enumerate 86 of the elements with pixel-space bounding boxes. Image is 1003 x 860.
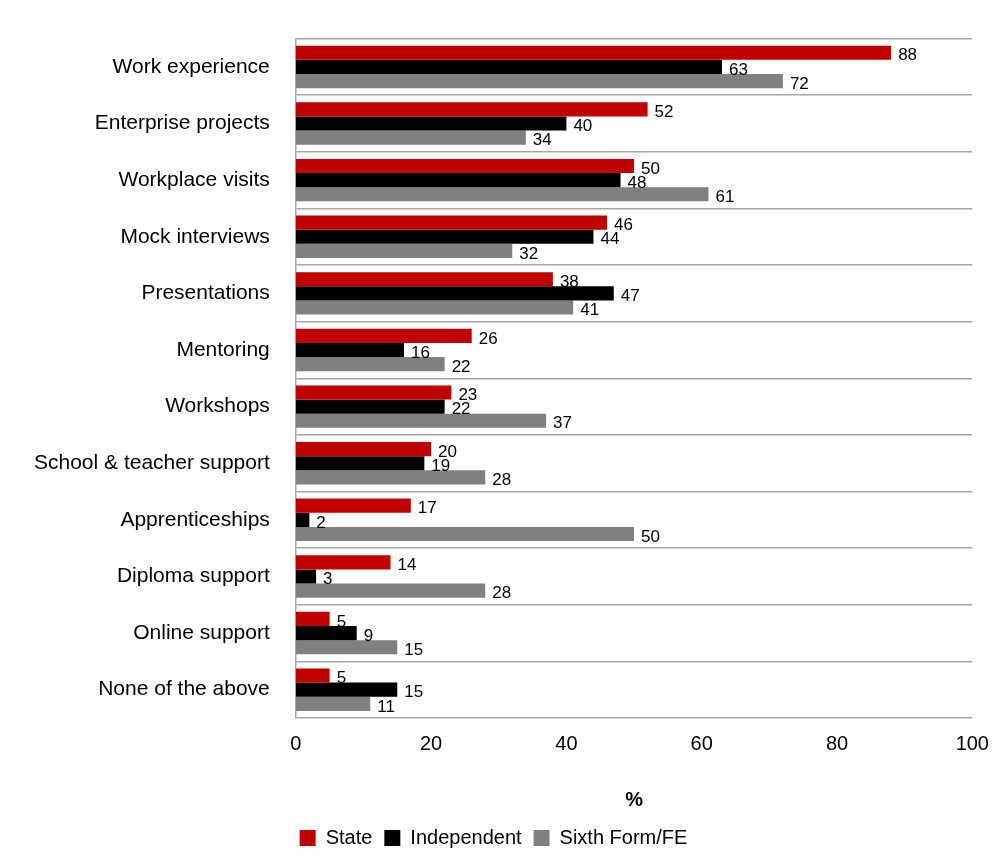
data-label: 38: [559, 271, 579, 291]
x-tick-label: 100: [955, 731, 989, 754]
data-label: 3: [323, 569, 333, 589]
bar: [295, 229, 594, 244]
bar: [295, 158, 635, 174]
y-tick-label: Apprenticeships: [120, 506, 270, 530]
data-label: 61: [715, 186, 735, 206]
legend-label: Independent: [410, 825, 523, 848]
bar: [295, 555, 391, 570]
data-label: 44: [600, 229, 620, 249]
data-label: 52: [654, 102, 674, 122]
x-tick-label: 80: [825, 731, 849, 754]
data-label: 32: [519, 243, 539, 263]
y-tick-label: Workshops: [165, 393, 270, 417]
x-tick-label: 60: [690, 731, 713, 754]
bar: [295, 116, 567, 131]
legend-label: State: [325, 825, 373, 848]
y-tick-label: Work experience: [112, 53, 270, 77]
data-label: 28: [492, 583, 512, 603]
data-label: 63: [729, 59, 748, 79]
bar: [295, 696, 371, 711]
data-label: 2: [316, 512, 326, 532]
data-label: 47: [620, 286, 640, 306]
bar: [295, 526, 635, 542]
bar: [295, 342, 405, 358]
bar: [295, 173, 621, 188]
bar: [295, 243, 513, 258]
y-tick-label: Mock interviews: [120, 223, 270, 247]
x-tick-label: 20: [419, 731, 443, 754]
y-tick-label: School & teacher support: [34, 450, 270, 474]
data-label: 5: [336, 668, 347, 688]
bar: [295, 385, 452, 400]
y-tick-label: Online support: [133, 619, 270, 643]
bar: [295, 187, 709, 202]
bar: [295, 45, 892, 60]
y-tick-label: None of the above: [98, 676, 270, 700]
y-tick-label: Presentations: [141, 280, 270, 304]
data-label: 50: [641, 526, 660, 546]
data-label: 41: [580, 300, 600, 320]
y-tick-label: Diploma support: [116, 563, 270, 587]
bar: [295, 130, 526, 145]
bar: [295, 512, 310, 527]
bar: [295, 272, 553, 287]
bar: [295, 215, 607, 230]
y-tick-label: Workplace visits: [118, 166, 270, 190]
bar: [295, 640, 398, 655]
x-axis-title: %: [625, 787, 644, 810]
y-tick-label: Enterprise projects: [94, 110, 270, 134]
data-label: 34: [532, 130, 552, 150]
data-label: 28: [492, 470, 512, 490]
data-label: 26: [478, 328, 498, 348]
bar: [295, 59, 723, 74]
bar: [295, 399, 445, 414]
bar: [295, 682, 398, 697]
data-label: 16: [411, 342, 430, 362]
bar: [295, 569, 317, 584]
data-label: 15: [404, 639, 424, 659]
x-tick-label: 0: [290, 731, 302, 754]
x-tick-label: 40: [555, 731, 578, 754]
data-label: 72: [789, 73, 809, 93]
bar: [295, 470, 486, 485]
data-label: 14: [397, 554, 417, 574]
data-label: 37: [553, 413, 573, 433]
y-tick-label: Mentoring: [176, 336, 270, 360]
bar: [295, 102, 648, 117]
bar: [295, 441, 432, 457]
bar: [295, 583, 486, 598]
bar: [295, 498, 411, 513]
bar: [295, 73, 783, 89]
bar: [295, 626, 357, 641]
bar: [295, 328, 472, 343]
bar: [295, 286, 614, 301]
data-label: 11: [377, 696, 395, 716]
data-label: 9: [363, 625, 374, 645]
data-label: 88: [898, 45, 918, 65]
bar: [295, 456, 425, 471]
bar: [295, 611, 330, 626]
data-label: 40: [573, 116, 593, 136]
bar: [295, 668, 330, 683]
bar: [295, 413, 547, 428]
data-label: 17: [417, 498, 437, 518]
bar: [295, 357, 445, 372]
data-label: 22: [451, 356, 471, 376]
data-label: 15: [404, 682, 424, 702]
bar: [295, 300, 574, 315]
legend-label: Sixth Form/FE: [559, 825, 688, 848]
